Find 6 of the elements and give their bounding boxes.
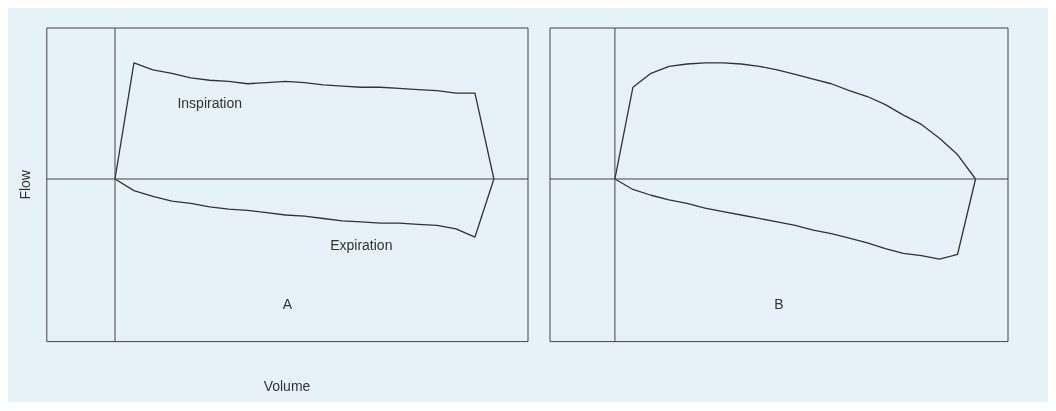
x-axis-title: Volume <box>262 378 312 396</box>
series-label: Expiration <box>330 236 393 253</box>
text: A <box>282 296 293 313</box>
y-axis-title: Flow <box>17 169 34 200</box>
text: B <box>774 296 784 313</box>
series-label: Inspiration <box>177 95 243 112</box>
